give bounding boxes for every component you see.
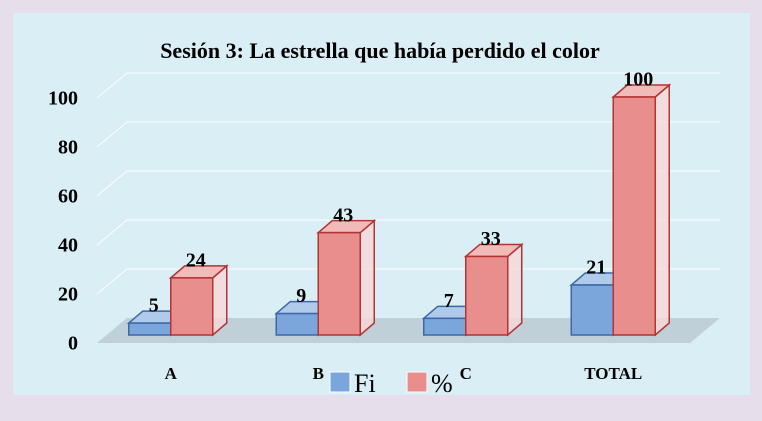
x-tick-label: TOTAL bbox=[584, 364, 642, 383]
bar-front bbox=[275, 312, 319, 336]
grid-line bbox=[96, 121, 720, 148]
bar bbox=[463, 242, 524, 337]
bar bbox=[611, 83, 672, 337]
bar bbox=[316, 219, 377, 337]
bar-front bbox=[423, 317, 467, 336]
legend-swatch bbox=[329, 371, 351, 393]
bar-front bbox=[465, 255, 509, 336]
data-label: 5 bbox=[149, 295, 159, 317]
y-tick-label: 80 bbox=[58, 137, 78, 159]
chart-title: Sesión 3: La estrella que había perdido … bbox=[160, 38, 600, 63]
grid-line bbox=[96, 72, 720, 99]
bar-front bbox=[170, 277, 214, 336]
bar bbox=[168, 264, 229, 337]
legend-label: Fi bbox=[354, 369, 376, 398]
data-label: 43 bbox=[333, 204, 353, 226]
data-label: 24 bbox=[186, 249, 206, 271]
y-tick-label: 40 bbox=[58, 235, 78, 257]
bar-front bbox=[128, 322, 172, 336]
legend-swatch bbox=[406, 371, 428, 393]
x-tick-label: A bbox=[165, 364, 178, 383]
bar-front bbox=[612, 96, 656, 336]
data-label: 7 bbox=[444, 290, 454, 312]
legend-label: % bbox=[431, 369, 453, 398]
data-label: 21 bbox=[586, 257, 606, 279]
data-label: 9 bbox=[296, 285, 306, 307]
grid-line bbox=[96, 170, 720, 197]
x-tick-label: B bbox=[313, 364, 324, 383]
data-label: 33 bbox=[481, 228, 501, 250]
bar-front bbox=[317, 231, 361, 336]
bar-front bbox=[570, 284, 614, 336]
grid-line bbox=[96, 219, 720, 246]
y-tick-label: 100 bbox=[48, 88, 78, 110]
y-tick-label: 0 bbox=[68, 333, 78, 355]
bar-side bbox=[654, 83, 670, 337]
bar-side bbox=[359, 219, 375, 337]
bar-side bbox=[507, 242, 523, 337]
y-tick-label: 20 bbox=[58, 284, 78, 306]
x-tick-label: C bbox=[460, 364, 472, 383]
y-tick-label: 60 bbox=[58, 186, 78, 208]
data-label: 100 bbox=[623, 69, 653, 91]
floor bbox=[97, 318, 720, 343]
